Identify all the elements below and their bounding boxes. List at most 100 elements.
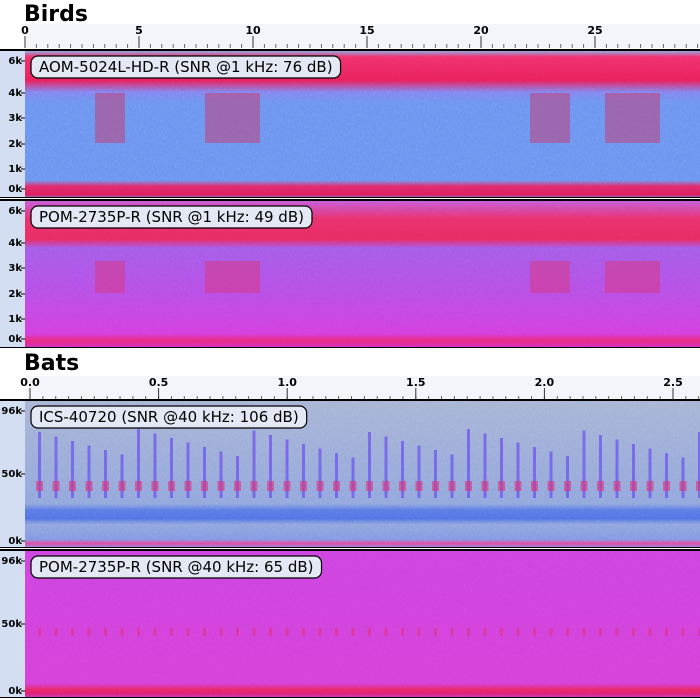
freq-tick-label: 96k <box>1 556 22 567</box>
track-name-box <box>30 55 342 79</box>
track-name: POM-2735P-R (SNR @40 kHz: 65 dB) <box>39 558 314 576</box>
bat-call-tail <box>432 481 439 491</box>
bat-call <box>269 628 272 636</box>
bat-call <box>87 628 91 636</box>
bat-call <box>236 628 239 636</box>
bat-call <box>632 444 635 498</box>
bat-call <box>219 451 223 498</box>
track-edge <box>0 347 700 348</box>
bat-call-tail <box>564 481 571 491</box>
section-title: Birds <box>24 2 88 27</box>
bat-call-tail <box>366 481 373 491</box>
bat-call <box>335 453 338 498</box>
bat-call-tail <box>465 481 472 491</box>
bat-call-tail <box>85 481 93 491</box>
bat-call <box>401 441 404 498</box>
bat-call <box>54 628 58 636</box>
bat-call <box>615 628 619 636</box>
bat-call-tail <box>267 481 274 491</box>
bat-call <box>137 429 140 498</box>
track-name: ICS-40720 (SNR @40 kHz: 106 dB) <box>39 408 299 426</box>
spectrogram-track: 96k 50k 0k ICS-40720 (SNR @40 kHz: 106 dB) <box>0 399 700 548</box>
call-blob <box>530 93 570 143</box>
bat-call <box>599 435 602 498</box>
bat-call <box>153 433 157 498</box>
time-tick-label: 0 <box>21 24 29 37</box>
bat-call <box>500 438 503 498</box>
bat-call <box>417 445 421 498</box>
bat-call <box>599 628 602 636</box>
bat-call <box>368 628 371 636</box>
bat-call <box>203 628 206 636</box>
bat-call <box>681 457 685 498</box>
time-tick-label: 0.0 <box>20 376 40 389</box>
bat-call <box>38 432 41 498</box>
bat-call <box>566 628 569 636</box>
bat-call <box>186 442 190 498</box>
bat-call <box>467 628 470 636</box>
bat-call <box>87 445 91 498</box>
bat-call <box>665 628 668 636</box>
call-blob <box>605 261 660 293</box>
bat-call <box>302 444 305 498</box>
bat-call-tail <box>118 481 126 491</box>
freq-ruler <box>0 51 25 198</box>
bat-call <box>500 628 503 636</box>
bat-call <box>236 456 239 498</box>
bat-call <box>582 628 586 636</box>
bat-call-tail <box>217 481 225 491</box>
track-edge <box>0 547 700 548</box>
bat-call-tail <box>333 481 340 491</box>
bat-call-tail <box>597 481 604 491</box>
bat-call <box>533 447 536 498</box>
freq-tick-label: 0k <box>8 184 22 195</box>
bat-call-tail <box>415 481 423 491</box>
bat-call <box>38 628 41 636</box>
bat-call <box>450 454 454 498</box>
bat-call <box>648 628 652 636</box>
bat-call-tail <box>300 481 307 491</box>
bat-call <box>434 450 437 498</box>
bat-call-tail <box>382 481 390 491</box>
bat-call <box>698 628 700 636</box>
bat-call <box>582 430 586 498</box>
time-tick-label: 1.0 <box>277 376 297 389</box>
spectrogram-track: 6k 4k 3k 2k 1k 0k POM-2735P-R (SNR @1 kHz: 49 … <box>0 199 700 348</box>
bat-call-tail <box>316 481 324 491</box>
bat-call-tail <box>630 481 637 491</box>
bat-call <box>681 628 685 636</box>
track-edge <box>0 697 700 698</box>
bat-call-tail <box>234 481 241 491</box>
bat-call-tail <box>151 481 159 491</box>
section-title: Bats <box>24 351 79 376</box>
bat-call <box>483 628 487 636</box>
time-tick-label: 2.0 <box>535 376 555 389</box>
bat-call-tail <box>696 481 700 491</box>
spectrogram-track: 96k 50k 0k POM-2735P-R (SNR @40 kHz: 65 dB) <box>0 549 700 698</box>
time-tick-label: 1.5 <box>406 376 426 389</box>
bat-call <box>384 436 388 498</box>
bat-call <box>153 628 157 636</box>
bat-call-tail <box>349 481 357 491</box>
bat-call <box>384 628 388 636</box>
bat-call <box>483 433 487 498</box>
bat-call-tail <box>547 481 555 491</box>
bat-call-tail <box>613 481 621 491</box>
track-name-box <box>30 555 323 579</box>
bat-call-tail <box>663 481 670 491</box>
bat-call-tail <box>250 481 258 491</box>
bat-call <box>417 628 421 636</box>
bat-call <box>450 628 454 636</box>
bat-call-tail <box>184 481 192 491</box>
bat-call <box>170 628 173 636</box>
freq-tick-label: 6k <box>8 206 22 217</box>
bat-call-tail <box>399 481 406 491</box>
freq-tick-label: 96k <box>1 406 22 417</box>
bat-call <box>71 441 74 498</box>
bat-call <box>203 447 206 498</box>
bat-call-tail <box>448 481 456 491</box>
time-ruler <box>0 376 700 400</box>
bat-call <box>120 454 124 498</box>
bat-call <box>120 628 124 636</box>
bat-call <box>170 438 173 498</box>
